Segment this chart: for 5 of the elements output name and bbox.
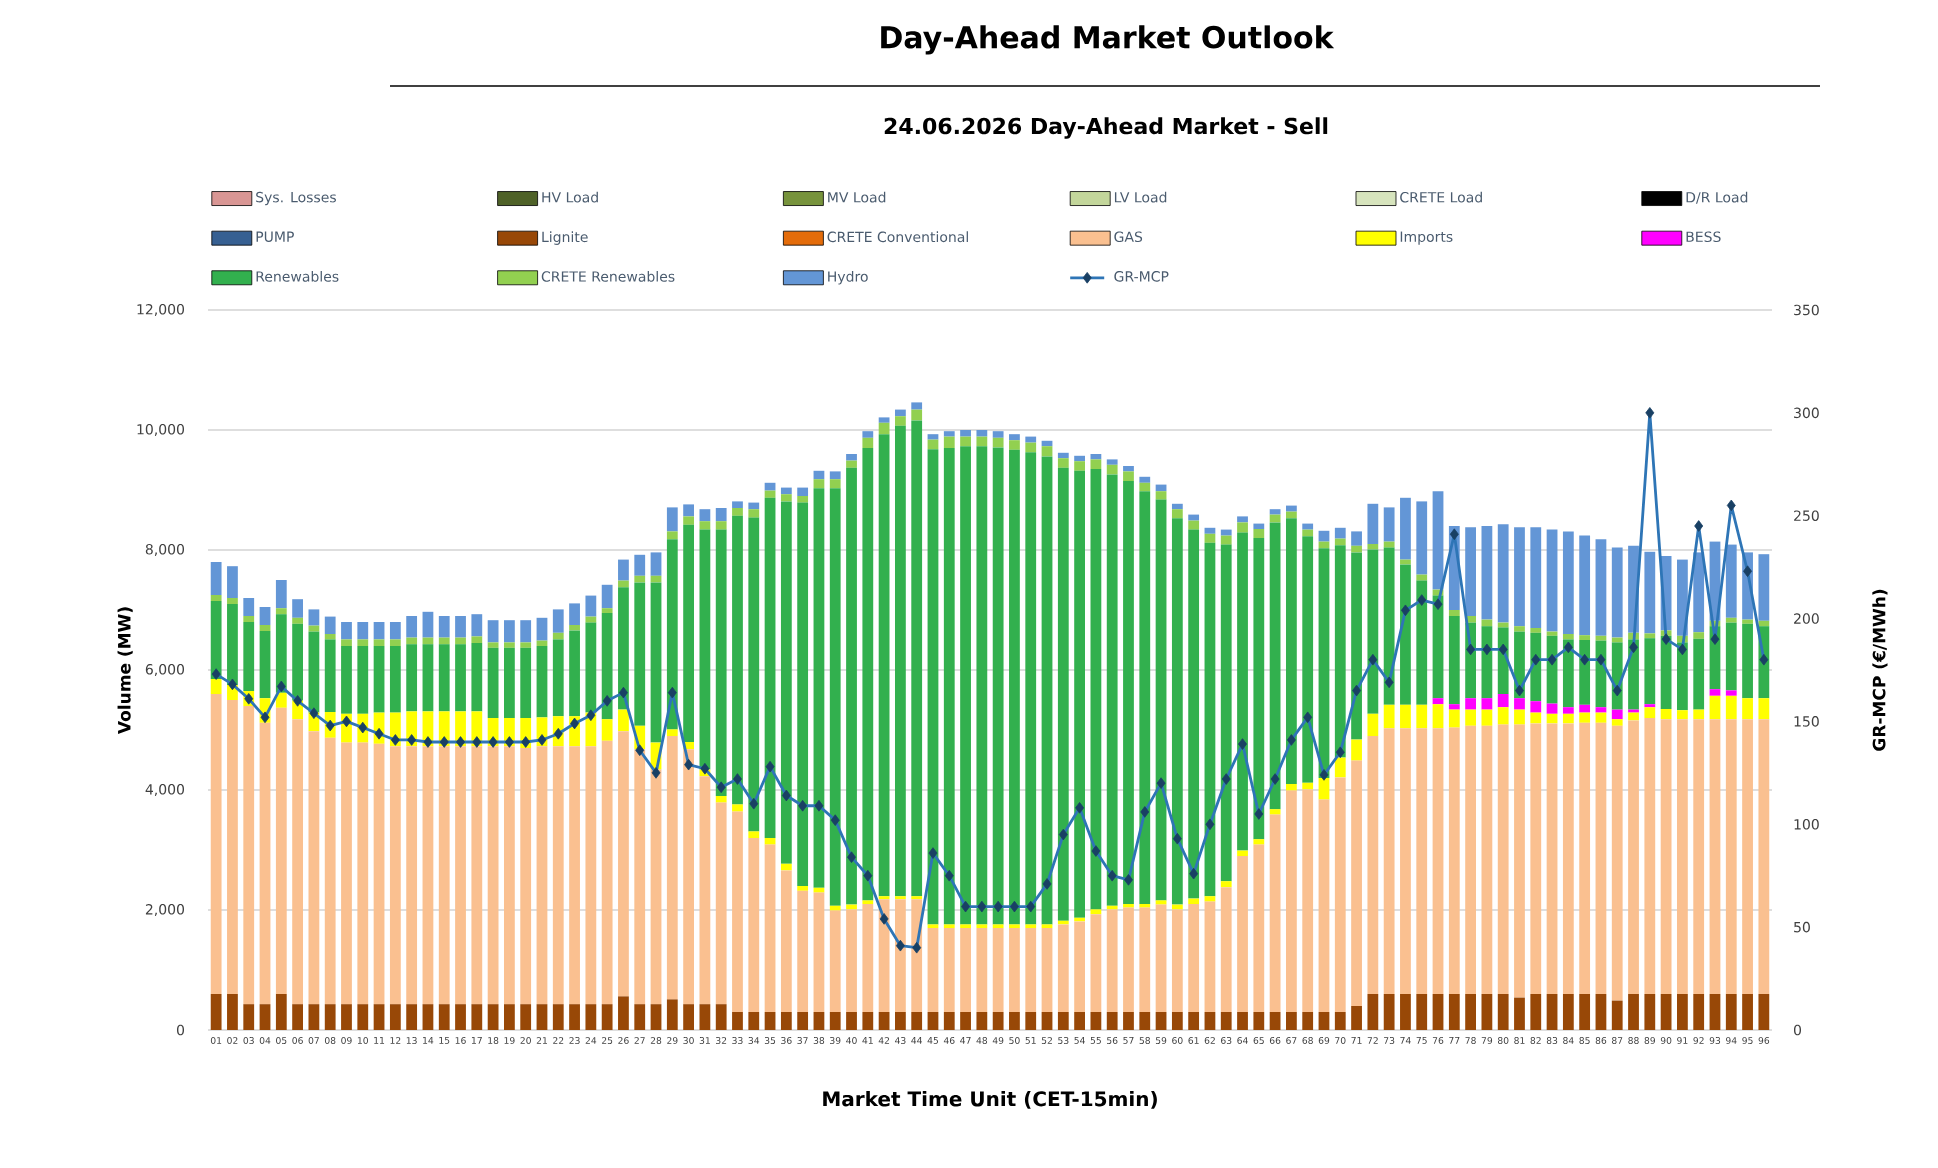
x-axis-title: Market Time Unit (CET-15min) xyxy=(823,1090,1157,1109)
y-axis-title: Volume (MW) xyxy=(117,607,133,735)
y2-axis-title: GR-MCP (€/MWh) xyxy=(1872,589,1888,751)
chart-title: Day-Ahead Market Outlook xyxy=(881,25,1335,55)
chart-subtitle: 24.06.2026 Day-Ahead Market - Sell xyxy=(884,117,1328,139)
